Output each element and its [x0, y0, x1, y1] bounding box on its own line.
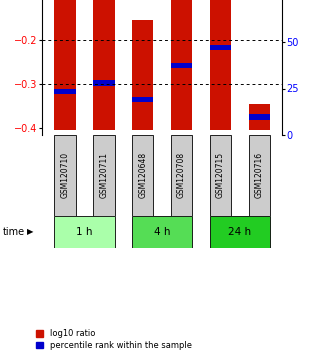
Bar: [210, 45, 231, 50]
Bar: [248, 135, 270, 216]
Text: 24 h: 24 h: [228, 227, 251, 237]
Text: time: time: [3, 227, 25, 237]
Bar: [54, 216, 115, 248]
Text: 1 h: 1 h: [76, 227, 93, 237]
Bar: [210, 135, 231, 216]
Bar: [54, 135, 76, 216]
Bar: [171, 63, 192, 68]
Bar: [54, 0, 76, 130]
Text: ▶: ▶: [27, 227, 34, 236]
Bar: [171, 0, 192, 130]
Bar: [93, 0, 115, 130]
Text: GSM120711: GSM120711: [100, 152, 108, 198]
Bar: [210, 216, 270, 248]
Text: 4 h: 4 h: [154, 227, 170, 237]
Text: GSM120716: GSM120716: [255, 152, 264, 198]
Bar: [210, 0, 231, 130]
Bar: [171, 135, 192, 216]
Text: GSM120715: GSM120715: [216, 152, 225, 198]
Text: GSM120708: GSM120708: [177, 152, 186, 198]
Bar: [248, 114, 270, 120]
Legend: log10 ratio, percentile rank within the sample: log10 ratio, percentile rank within the …: [36, 329, 192, 350]
Bar: [132, 20, 153, 130]
Bar: [132, 135, 153, 216]
Bar: [93, 135, 115, 216]
Bar: [132, 216, 192, 248]
Bar: [132, 97, 153, 102]
Text: GSM120710: GSM120710: [61, 152, 70, 198]
Bar: [54, 89, 76, 95]
Bar: [248, 104, 270, 130]
Bar: [93, 80, 115, 86]
Text: GSM120648: GSM120648: [138, 152, 147, 198]
